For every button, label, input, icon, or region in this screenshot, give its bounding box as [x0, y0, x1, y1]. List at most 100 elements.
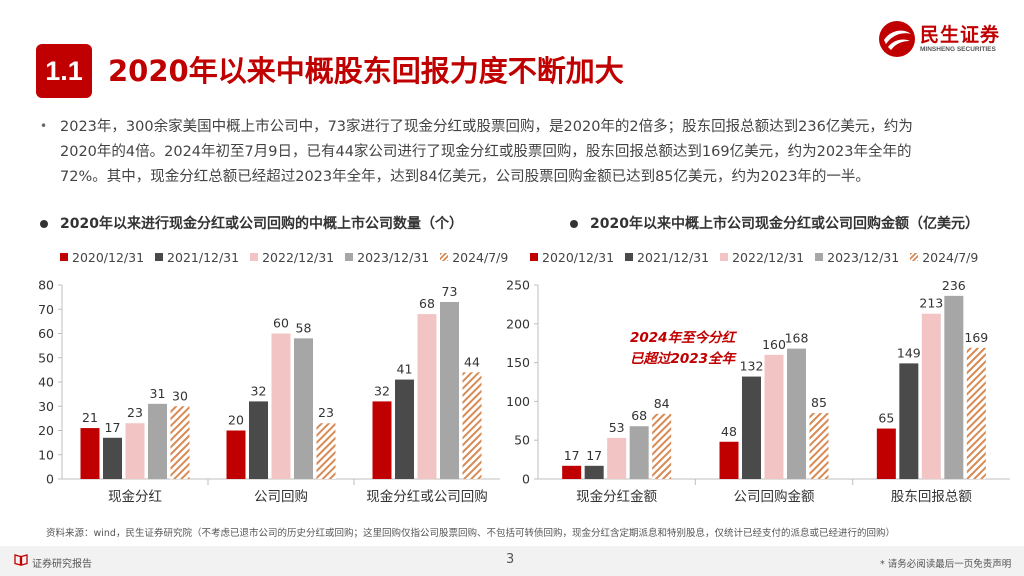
legend-item: 2022/12/31 — [250, 250, 334, 265]
bar-value-label: 132 — [740, 359, 764, 374]
y-tick-label: 200 — [506, 316, 530, 331]
y-tick-label: 70 — [38, 302, 54, 317]
legend-label: 2020/12/31 — [542, 249, 615, 265]
bar-value-label: 85 — [811, 395, 827, 410]
bar — [719, 441, 739, 479]
x-category-label: 公司回购 — [254, 489, 308, 505]
chart-right-legend: 2020/12/31 2021/12/31 2022/12/31 2023/12/31… — [530, 249, 989, 265]
legend-label: 2024/7/9 — [452, 249, 509, 265]
legend-item: 2022/12/31 — [720, 250, 804, 265]
legend-swatch — [625, 253, 634, 261]
bar-value-label: 236 — [942, 278, 966, 293]
bar — [629, 426, 649, 479]
bar-value-label: 65 — [878, 411, 894, 426]
bar — [148, 403, 167, 479]
bar — [80, 428, 100, 479]
bar — [764, 354, 784, 479]
page-title: 2020年以来中概股东回报力度不断加大 — [108, 54, 624, 88]
bar — [607, 437, 627, 479]
legend-label: 2021/12/31 — [637, 249, 710, 265]
legend-item: 2024/7/9 — [440, 250, 508, 265]
legend-item: 2021/12/31 — [155, 250, 239, 265]
legend-label: 2021/12/31 — [167, 249, 240, 265]
legend-swatch — [815, 253, 824, 261]
y-tick-label: 100 — [506, 394, 530, 409]
chart-right-title-text: 2020年以来中概上市公司现金分红或公司回购金额（亿美元） — [590, 216, 979, 232]
bar-value-label: 60 — [273, 316, 289, 331]
bar — [440, 301, 459, 479]
legend-swatch — [250, 253, 259, 261]
bar — [395, 379, 414, 479]
bar-value-label: 21 — [82, 410, 98, 425]
y-tick-label: 50 — [38, 350, 54, 365]
bullet-dot — [570, 220, 578, 228]
chart-left-bar-chart: 0 10 20 30 40 50 60 70 80 21 17 23 31 30 现金分红 20 32 60 58 2… — [38, 278, 500, 505]
company-logo: 民生证券 MINSHENG SECURITIES — [878, 18, 1008, 62]
legend-item: 2020/12/31 — [530, 250, 614, 265]
chart-right-title: 2020年以来中概上市公司现金分红或公司回购金额（亿美元） — [570, 213, 979, 233]
bar-value-label: 58 — [296, 320, 312, 335]
bar-value-label: 17 — [564, 448, 580, 463]
y-tick-label: 250 — [506, 278, 530, 293]
bar — [562, 465, 582, 479]
bar — [417, 314, 437, 479]
legend-swatch — [345, 253, 354, 261]
summary-line: 72%。其中，现金分红总额已经超过2023年全年，达到84亿美元，公司股票回购金… — [60, 169, 870, 185]
legend-label: 2024/7/9 — [922, 249, 979, 265]
bar-value-label: 73 — [442, 284, 458, 299]
bar-value-label: 168 — [785, 331, 809, 346]
legend-label: 2020/12/31 — [72, 249, 145, 265]
bar — [271, 333, 291, 479]
minsheng-logo-icon — [879, 21, 915, 57]
bar — [787, 348, 806, 479]
x-category-label: 股东回报总额 — [891, 489, 972, 505]
logo-text-cn: 民生证券 — [920, 24, 1001, 46]
page-number: 3 — [506, 552, 515, 567]
bar-value-label: 169 — [964, 330, 988, 345]
legend-label: 2023/12/31 — [827, 249, 900, 265]
disclaimer-text: * 请务必阅读最后一页免责声明 — [880, 559, 1012, 570]
footer-bar: 证券研究报告 3 * 请务必阅读最后一页免责声明 — [0, 546, 1024, 576]
bar-value-label: 30 — [172, 388, 188, 403]
bar-value-label: 68 — [419, 296, 435, 311]
legend-swatch — [60, 253, 68, 261]
y-tick-label: 150 — [506, 355, 530, 370]
legend-item: 2023/12/31 — [345, 250, 429, 265]
bar — [170, 406, 190, 479]
bar-value-label: 20 — [228, 413, 244, 428]
bar — [226, 430, 246, 479]
bar-value-label: 84 — [654, 396, 670, 411]
bar — [584, 465, 604, 479]
y-tick-label: 0 — [46, 472, 54, 487]
bar-value-label: 160 — [762, 337, 786, 352]
legend-item: 2020/12/31 — [60, 250, 144, 265]
x-category-label: 公司回购金额 — [734, 489, 815, 505]
legend-label: 2022/12/31 — [262, 249, 335, 265]
bar-value-label: 23 — [318, 405, 334, 420]
chart-annotation: 已超过2023全年 — [630, 351, 738, 367]
y-tick-label: 10 — [38, 447, 54, 462]
bar — [316, 423, 336, 479]
legend-swatch — [440, 253, 449, 261]
y-tick-label: 30 — [38, 399, 54, 414]
legend-swatch — [530, 253, 538, 261]
bar-value-label: 23 — [127, 405, 143, 420]
bar-value-label: 68 — [631, 408, 647, 423]
bar-value-label: 213 — [919, 296, 943, 311]
logo-text-en: MINSHENG SECURITIES — [920, 46, 996, 53]
bar — [652, 413, 672, 479]
footer-label: 证券研究报告 — [32, 559, 92, 570]
source-note: 资料来源：wind，民生证券研究院（不考虑已退市公司的历史分红或回购；这里回购仅… — [46, 528, 895, 539]
bar-value-label: 17 — [105, 420, 121, 435]
bar — [876, 428, 896, 479]
x-category-label: 现金分红或公司回购 — [366, 489, 488, 505]
chart-left-title: 2020年以来进行现金分红或公司回购的中概上市公司数量（个） — [40, 213, 463, 233]
y-tick-label: 50 — [514, 433, 530, 448]
y-tick-label: 80 — [38, 278, 54, 293]
bar-value-label: 32 — [374, 383, 390, 398]
bar-value-label: 44 — [464, 354, 480, 369]
y-tick-label: 20 — [38, 423, 54, 438]
bar — [944, 295, 964, 479]
bullet-point: • — [40, 119, 48, 133]
